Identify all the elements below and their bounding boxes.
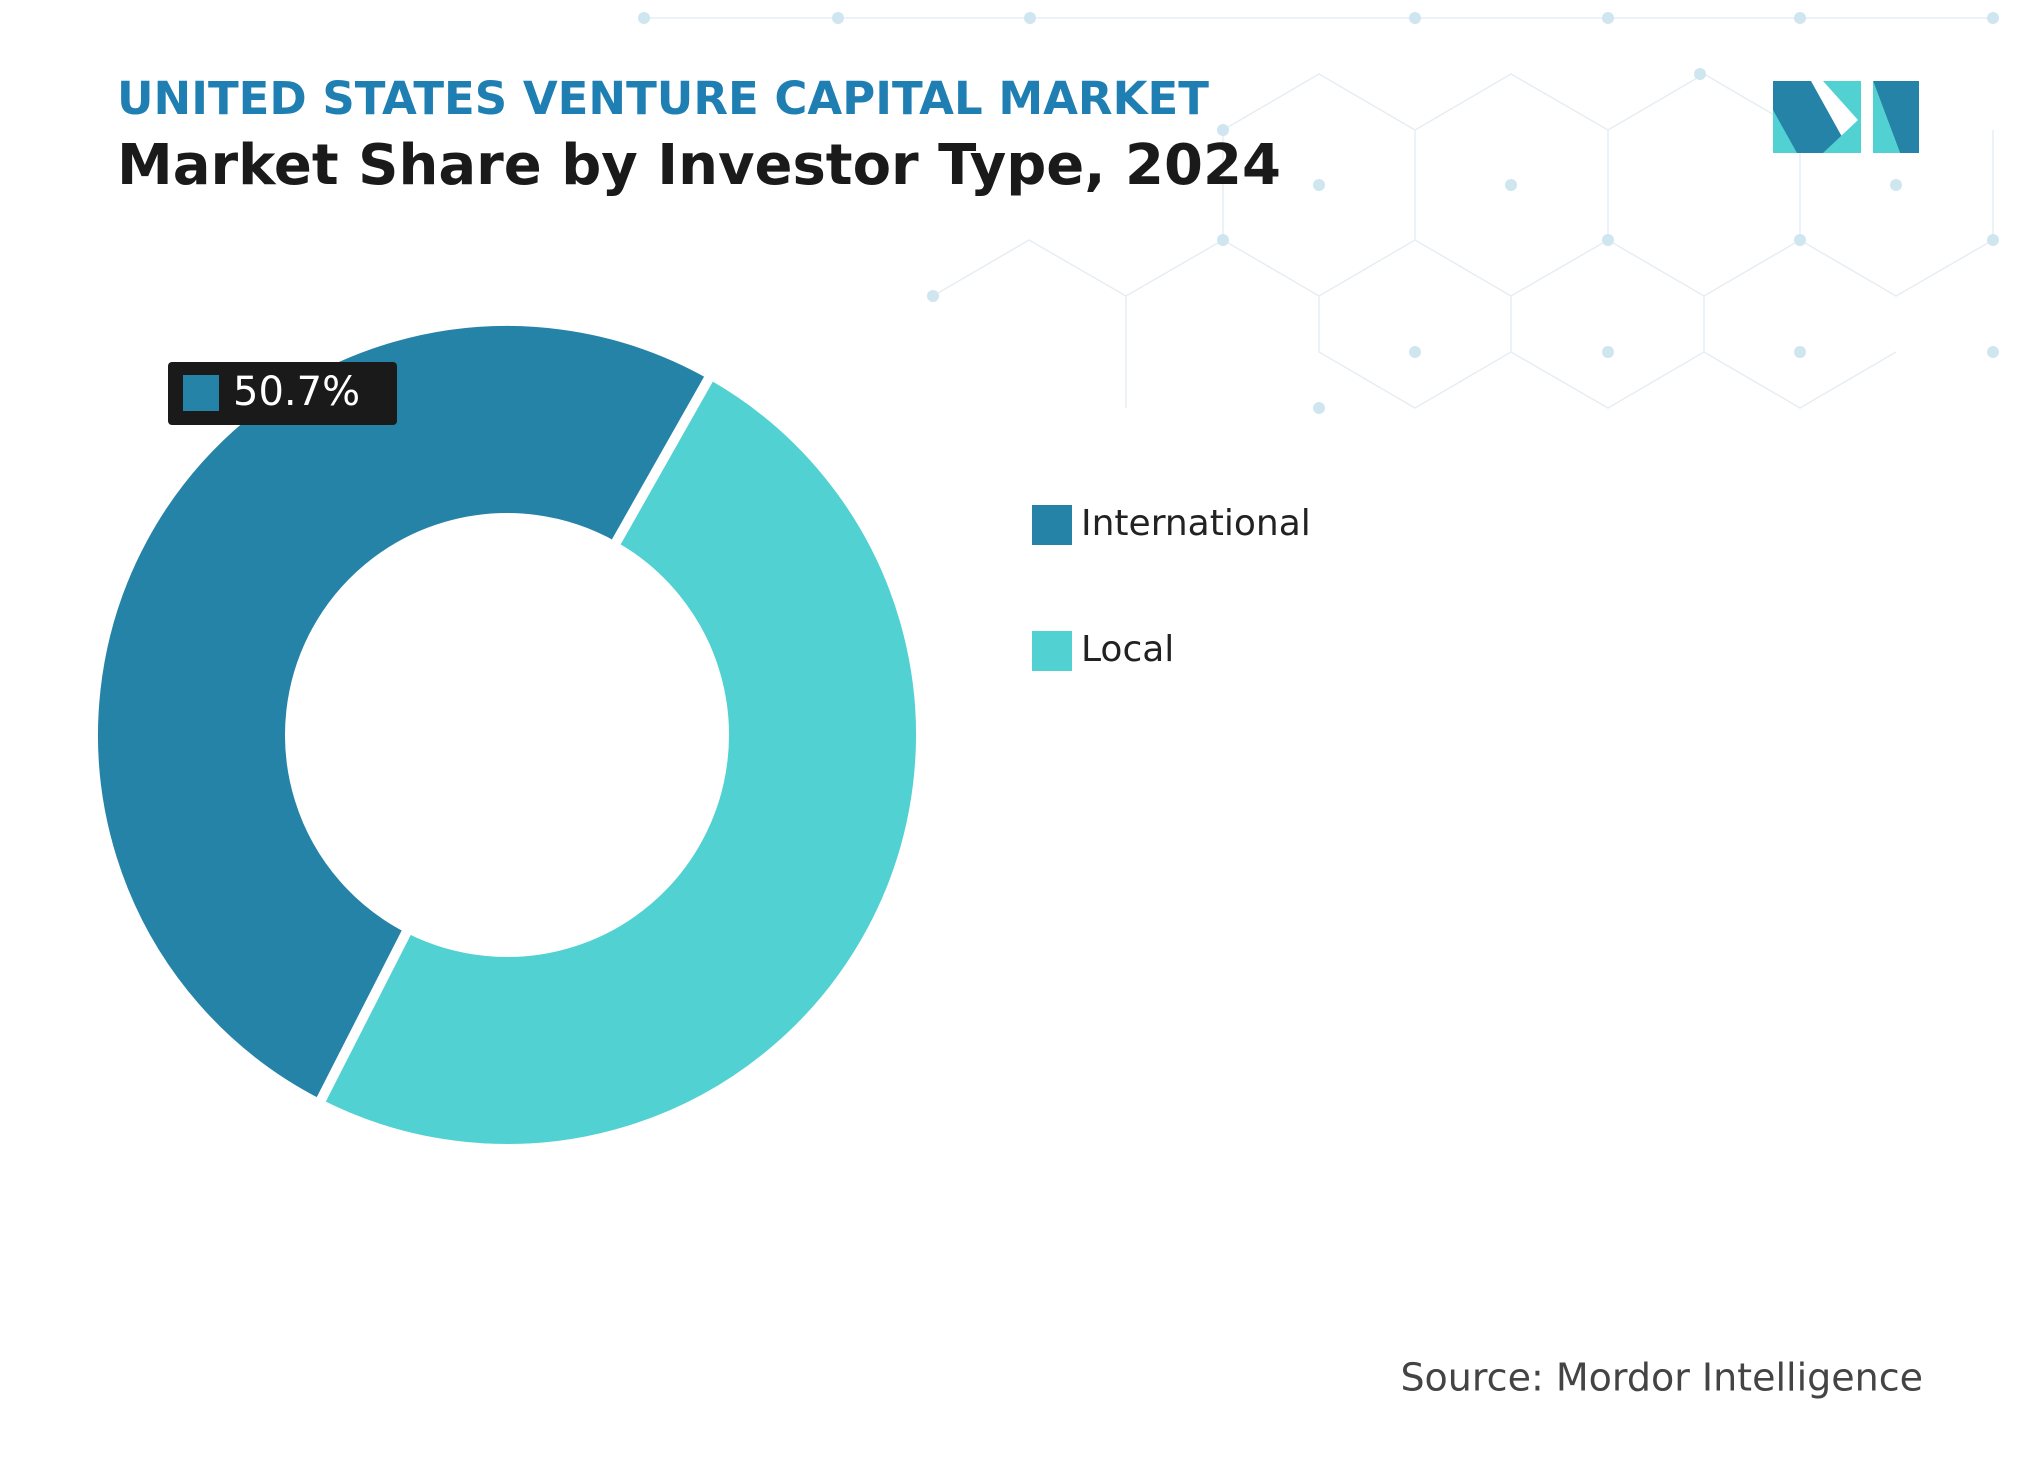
value-label-swatch [183,375,219,411]
legend-swatch [1032,505,1072,545]
value-label: 50.7% [233,369,360,415]
value-label-box [168,362,397,425]
donut-segment [88,316,718,1111]
background-pattern [644,17,1994,409]
source-note: Source: Mordor Intelligence [1400,1356,1923,1400]
legend-swatch [1032,631,1072,671]
logo [1773,81,1919,153]
legend-label: International [1081,503,1311,544]
chart-subtitle: UNITED STATES VENTURE CAPITAL MARKET [117,72,1209,125]
background-dots [638,12,1999,414]
chart-title: Market Share by Investor Type, 2024 [117,133,1281,198]
legend-label: Local [1081,629,1174,670]
donut-segment [312,367,927,1154]
